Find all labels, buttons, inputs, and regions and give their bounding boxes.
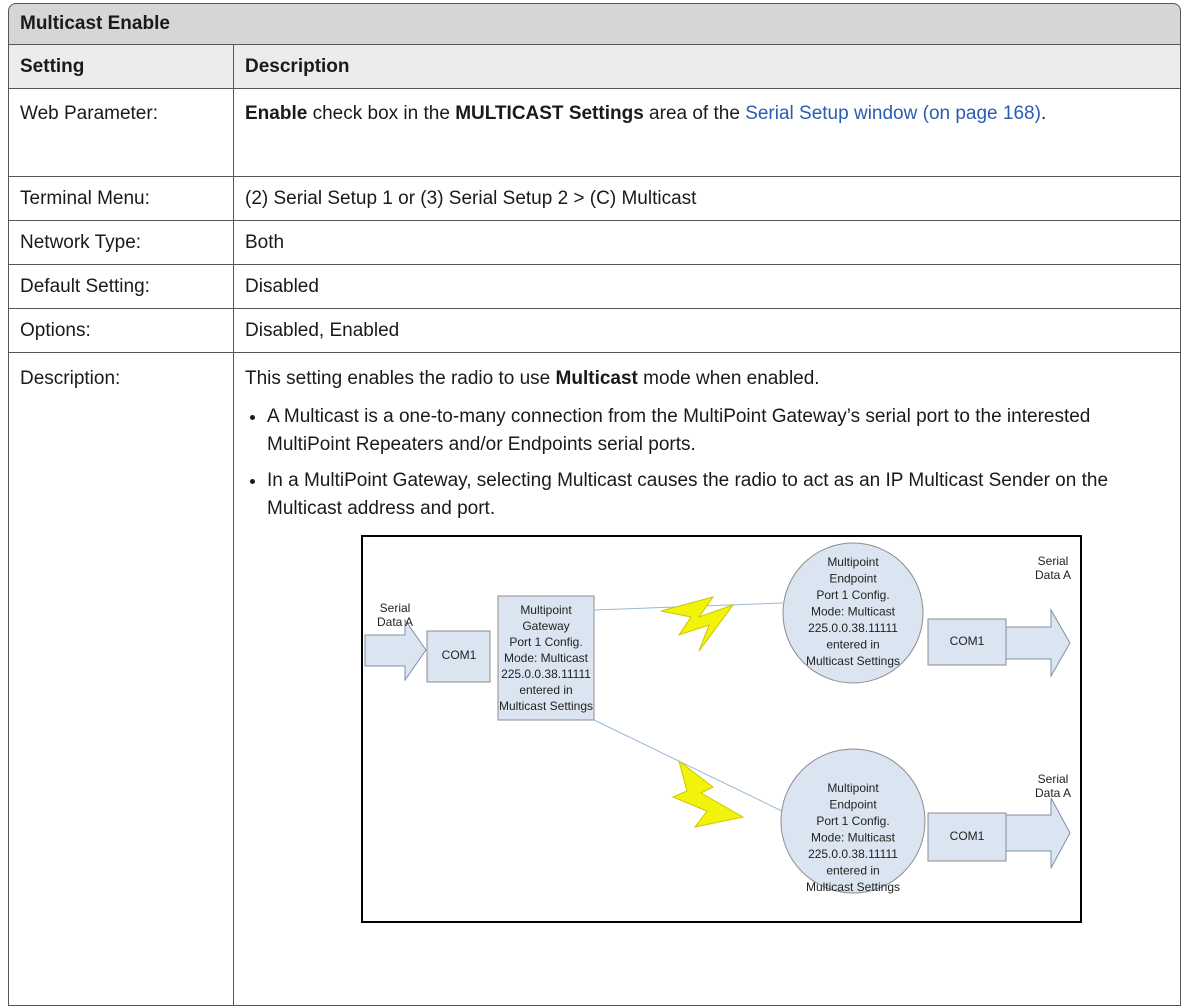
bold-text: MULTICAST Settings	[455, 103, 644, 124]
output-label: Serial	[1038, 554, 1069, 568]
output-label: Serial	[1038, 772, 1069, 786]
description-cell: Disabled	[234, 265, 1181, 309]
setting-cell: Description:	[8, 353, 234, 1006]
gateway-label: Multipoint	[520, 603, 572, 617]
endpoint-label: Multicast Settings	[806, 654, 900, 668]
endpoint-label: 225.0.0.38.11111	[808, 621, 898, 635]
endpoint-label: Mode: Multicast	[811, 605, 896, 619]
endpoint-circle	[782, 542, 924, 684]
endpoint-label: Port 1 Config.	[816, 588, 889, 602]
port-box	[426, 630, 491, 683]
endpoint-label: entered in	[826, 864, 879, 878]
input-arrow	[364, 618, 427, 682]
endpoint-label: Endpoint	[829, 798, 877, 812]
header-cell: Description	[234, 45, 1181, 89]
endpoint-label: Port 1 Config.	[816, 814, 889, 828]
link[interactable]: Serial Setup window (on page 168)	[745, 103, 1041, 124]
setting-cell: Default Setting:	[8, 265, 234, 309]
radio-bolt	[671, 759, 745, 828]
endpoint-label: Multicast Settings	[806, 880, 900, 894]
endpoint-label: Mode: Multicast	[811, 831, 896, 845]
output-label: Data A	[1035, 786, 1071, 800]
endpoint-label: Multipoint	[827, 781, 879, 795]
output-arrow	[1005, 797, 1071, 869]
settings-table: Multicast Enable Setting Description Web…	[8, 3, 1181, 1006]
bullet: In a MultiPoint Gateway, selecting Multi…	[267, 467, 1163, 523]
bullet: A Multicast is a one-to-many connection …	[267, 403, 1163, 459]
header-cell: Setting	[8, 45, 234, 89]
setting-cell: Network Type:	[8, 221, 234, 265]
gateway-box	[497, 595, 595, 721]
gateway-label: entered in	[519, 683, 572, 697]
text: area of the	[643, 103, 746, 124]
port-label: COM1	[950, 829, 985, 843]
diagram-frame	[361, 535, 1082, 923]
bold-text: Multicast	[555, 368, 638, 389]
setting-cell: Options:	[8, 309, 234, 353]
gateway-label: Mode: Multicast	[504, 651, 589, 665]
text: mode when enabled.	[637, 368, 820, 389]
port-label: COM1	[950, 634, 985, 648]
endpoint-circle	[780, 748, 926, 894]
text: This setting enables the radio to use	[245, 368, 556, 389]
text: .	[1040, 103, 1047, 124]
gateway-label: Gateway	[522, 619, 569, 633]
port-label: COM1	[442, 648, 477, 662]
bullet-list: A Multicast is a one-to-many connection …	[245, 403, 1163, 523]
input-label: Data A	[377, 615, 413, 629]
description-cell: (2) Serial Setup 1 or (3) Serial Setup 2…	[234, 177, 1181, 221]
endpoint-label: Multipoint	[827, 555, 879, 569]
description-cell: Disabled, Enabled	[234, 309, 1181, 353]
output-label: Data A	[1035, 568, 1071, 582]
link-line	[593, 719, 787, 814]
gateway-label: Multicast Settings	[499, 699, 593, 713]
table-title: Multicast Enable	[8, 3, 1181, 45]
description-cell: Enable check box in the MULTICAST Settin…	[234, 89, 1181, 177]
gateway-label: Port 1 Config.	[509, 635, 582, 649]
setting-cell: Web Parameter:	[8, 89, 234, 177]
paragraph: This setting enables the radio to use Mu…	[245, 365, 1163, 393]
input-label: Serial	[380, 601, 411, 615]
gateway-label: 225.0.0.38.11111	[501, 667, 591, 681]
text: check box in the	[307, 103, 456, 124]
endpoint-label: Endpoint	[829, 572, 877, 586]
endpoint-label: entered in	[826, 638, 879, 652]
output-arrow	[1005, 608, 1071, 678]
radio-bolt	[660, 596, 735, 652]
page: Multicast Enable Setting Description Web…	[0, 0, 1187, 968]
bold-text: Enable	[245, 103, 308, 124]
setting-cell: Terminal Menu:	[8, 177, 234, 221]
endpoint-label: 225.0.0.38.11111	[808, 847, 898, 861]
description-cell: Both	[234, 221, 1181, 265]
description-cell: This setting enables the radio to use Mu…	[234, 353, 1181, 1006]
